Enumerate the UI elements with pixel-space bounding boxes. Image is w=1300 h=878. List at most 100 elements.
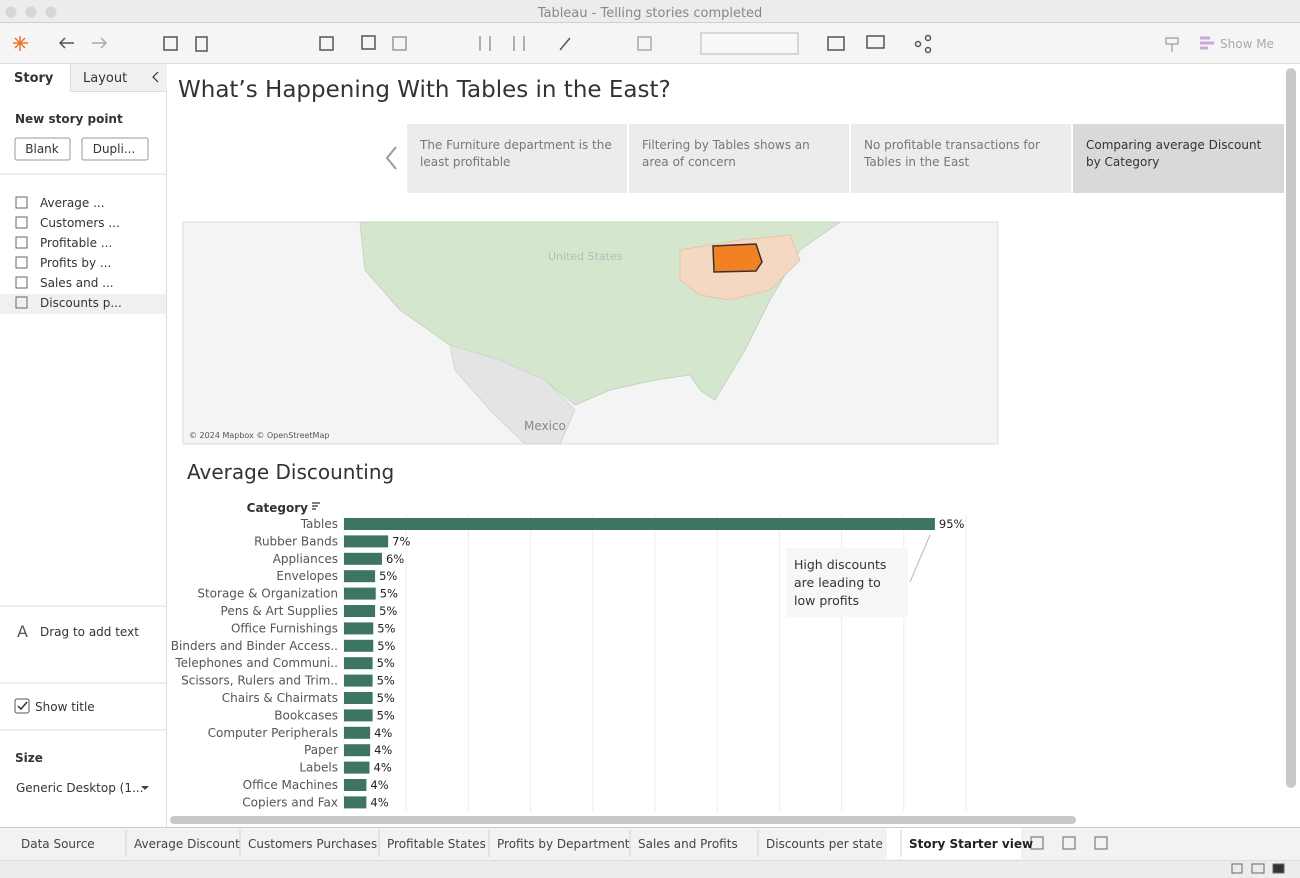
vertical-scrollbar[interactable]: [1286, 68, 1296, 788]
story-point[interactable]: Filtering by Tables shows an area of con…: [629, 124, 849, 193]
value-label: 5%: [379, 604, 397, 618]
bar[interactable]: [344, 657, 373, 670]
blank-button[interactable]: [14, 137, 71, 161]
story-sheet[interactable]: Sales and ...: [40, 276, 114, 290]
window-button[interactable]: [45, 6, 57, 18]
story-sheet[interactable]: Average ...: [40, 196, 105, 210]
bar[interactable]: [344, 587, 376, 600]
value-label: 5%: [377, 708, 395, 722]
sheet-icon: [15, 256, 28, 269]
category-label: Computer Peripherals: [208, 726, 338, 740]
sheet-tab[interactable]: Data Source: [21, 837, 95, 851]
bar[interactable]: [344, 709, 373, 722]
story-prev-arrow[interactable]: [385, 146, 397, 170]
category-label: Appliances: [273, 552, 338, 566]
value-label: 4%: [370, 778, 388, 792]
drag-text: Drag to add text: [40, 625, 139, 639]
toolbar: [0, 23, 1300, 64]
bar[interactable]: [344, 570, 376, 583]
category-label: Labels: [299, 761, 338, 775]
window-button[interactable]: [25, 6, 37, 18]
bar[interactable]: [344, 744, 371, 757]
blank-button-label[interactable]: Blank: [25, 142, 59, 156]
annotation-line: [909, 534, 931, 583]
status-bar: [0, 860, 1300, 878]
sheet-icon: [15, 236, 28, 249]
sheet-tab[interactable]: Discounts per state: [766, 837, 883, 851]
window-title: Tableau - Telling stories completed: [537, 6, 763, 21]
value-label: 95%: [939, 517, 965, 531]
value-label: 5%: [377, 639, 395, 653]
sheet-tab[interactable]: Story Starter view: [909, 837, 1033, 851]
bar[interactable]: [344, 552, 382, 565]
toolbar-icons[interactable]: [13, 32, 1214, 55]
dropdown-arrow[interactable]: [141, 786, 149, 790]
sheet-icon: [15, 276, 28, 289]
sheet-tab[interactable]: Sales and Profits: [638, 837, 738, 851]
bar[interactable]: [344, 535, 389, 548]
category-header: Category: [247, 501, 309, 515]
map-label: Mexico: [524, 419, 566, 433]
selected-sheet-bg: [0, 294, 166, 314]
map: [182, 221, 999, 445]
category-label: Paper: [304, 743, 338, 757]
sheet-tab[interactable]: Profitable States: [387, 837, 486, 851]
value-label: 4%: [370, 795, 388, 809]
value-label: 5%: [377, 674, 395, 688]
sheet-icon: [15, 196, 28, 209]
category-label: Rubber Bands: [254, 534, 338, 548]
story-point[interactable]: The Furniture department is the least pr…: [407, 124, 627, 193]
new-story-point: New story point: [15, 112, 123, 126]
bar[interactable]: [344, 779, 367, 791]
sheet-tab[interactable]: Profits by Department: [497, 837, 630, 851]
category-label: Chairs & Chairmats: [222, 691, 338, 705]
sheet-icon: [15, 296, 28, 309]
show-me[interactable]: Show Me: [1220, 37, 1274, 51]
bar[interactable]: [344, 761, 370, 774]
map-label: United States: [548, 250, 623, 263]
value-label: 4%: [374, 726, 392, 740]
sheet-tab[interactable]: Customers Purchases: [248, 837, 377, 851]
layout-tab[interactable]: Layout: [83, 71, 127, 86]
checkmark: [17, 701, 28, 711]
bar[interactable]: [344, 605, 376, 617]
size-label: Size: [15, 751, 43, 765]
active-tab-bg: [887, 828, 1021, 859]
duplicate-button-label[interactable]: Dupli...: [93, 142, 136, 156]
sort-icon[interactable]: [312, 502, 320, 510]
story-point[interactable]: Comparing average Discount by Category: [1073, 124, 1284, 193]
category-label: Scissors, Rulers and Trim..: [181, 674, 338, 688]
story-tab[interactable]: Story: [14, 71, 54, 86]
checkbox[interactable]: [14, 698, 30, 714]
sheet-tab[interactable]: Average Discount: [134, 837, 240, 851]
bar[interactable]: [344, 639, 374, 652]
story-point[interactable]: No profitable transactions for Tables in…: [851, 124, 1071, 193]
bar[interactable]: [344, 518, 935, 530]
value-label: 4%: [374, 761, 392, 775]
duplicate-button[interactable]: [81, 137, 149, 161]
story-sheet[interactable]: Profitable ...: [40, 236, 112, 250]
collapse-arrow[interactable]: [152, 71, 159, 83]
category-label: Office Furnishings: [231, 621, 338, 635]
story-sheet[interactable]: Profits by ...: [40, 256, 111, 270]
story-sheet[interactable]: Discounts p...: [40, 296, 122, 310]
bar[interactable]: [344, 674, 373, 687]
tab-icons[interactable]: [1030, 836, 1285, 874]
annotation: High discounts are leading to low profit…: [786, 548, 908, 617]
bar[interactable]: [344, 692, 373, 704]
bar[interactable]: [344, 726, 371, 739]
value-label: 5%: [377, 691, 395, 705]
bar[interactable]: [344, 796, 367, 809]
window-button[interactable]: [5, 6, 17, 18]
sheet-tabs-bar: [0, 827, 1300, 860]
show-title[interactable]: Show title: [35, 700, 95, 714]
category-label: Bookcases: [274, 708, 338, 722]
story-sheet[interactable]: Customers ...: [40, 216, 120, 230]
size-value[interactable]: Generic Desktop (1...: [16, 781, 143, 795]
value-label: 4%: [374, 743, 392, 757]
category-label: Binders and Binder Access..: [171, 639, 338, 653]
horizontal-scrollbar[interactable]: [170, 816, 1076, 824]
bar[interactable]: [344, 622, 374, 635]
category-label: Envelopes: [276, 569, 338, 583]
